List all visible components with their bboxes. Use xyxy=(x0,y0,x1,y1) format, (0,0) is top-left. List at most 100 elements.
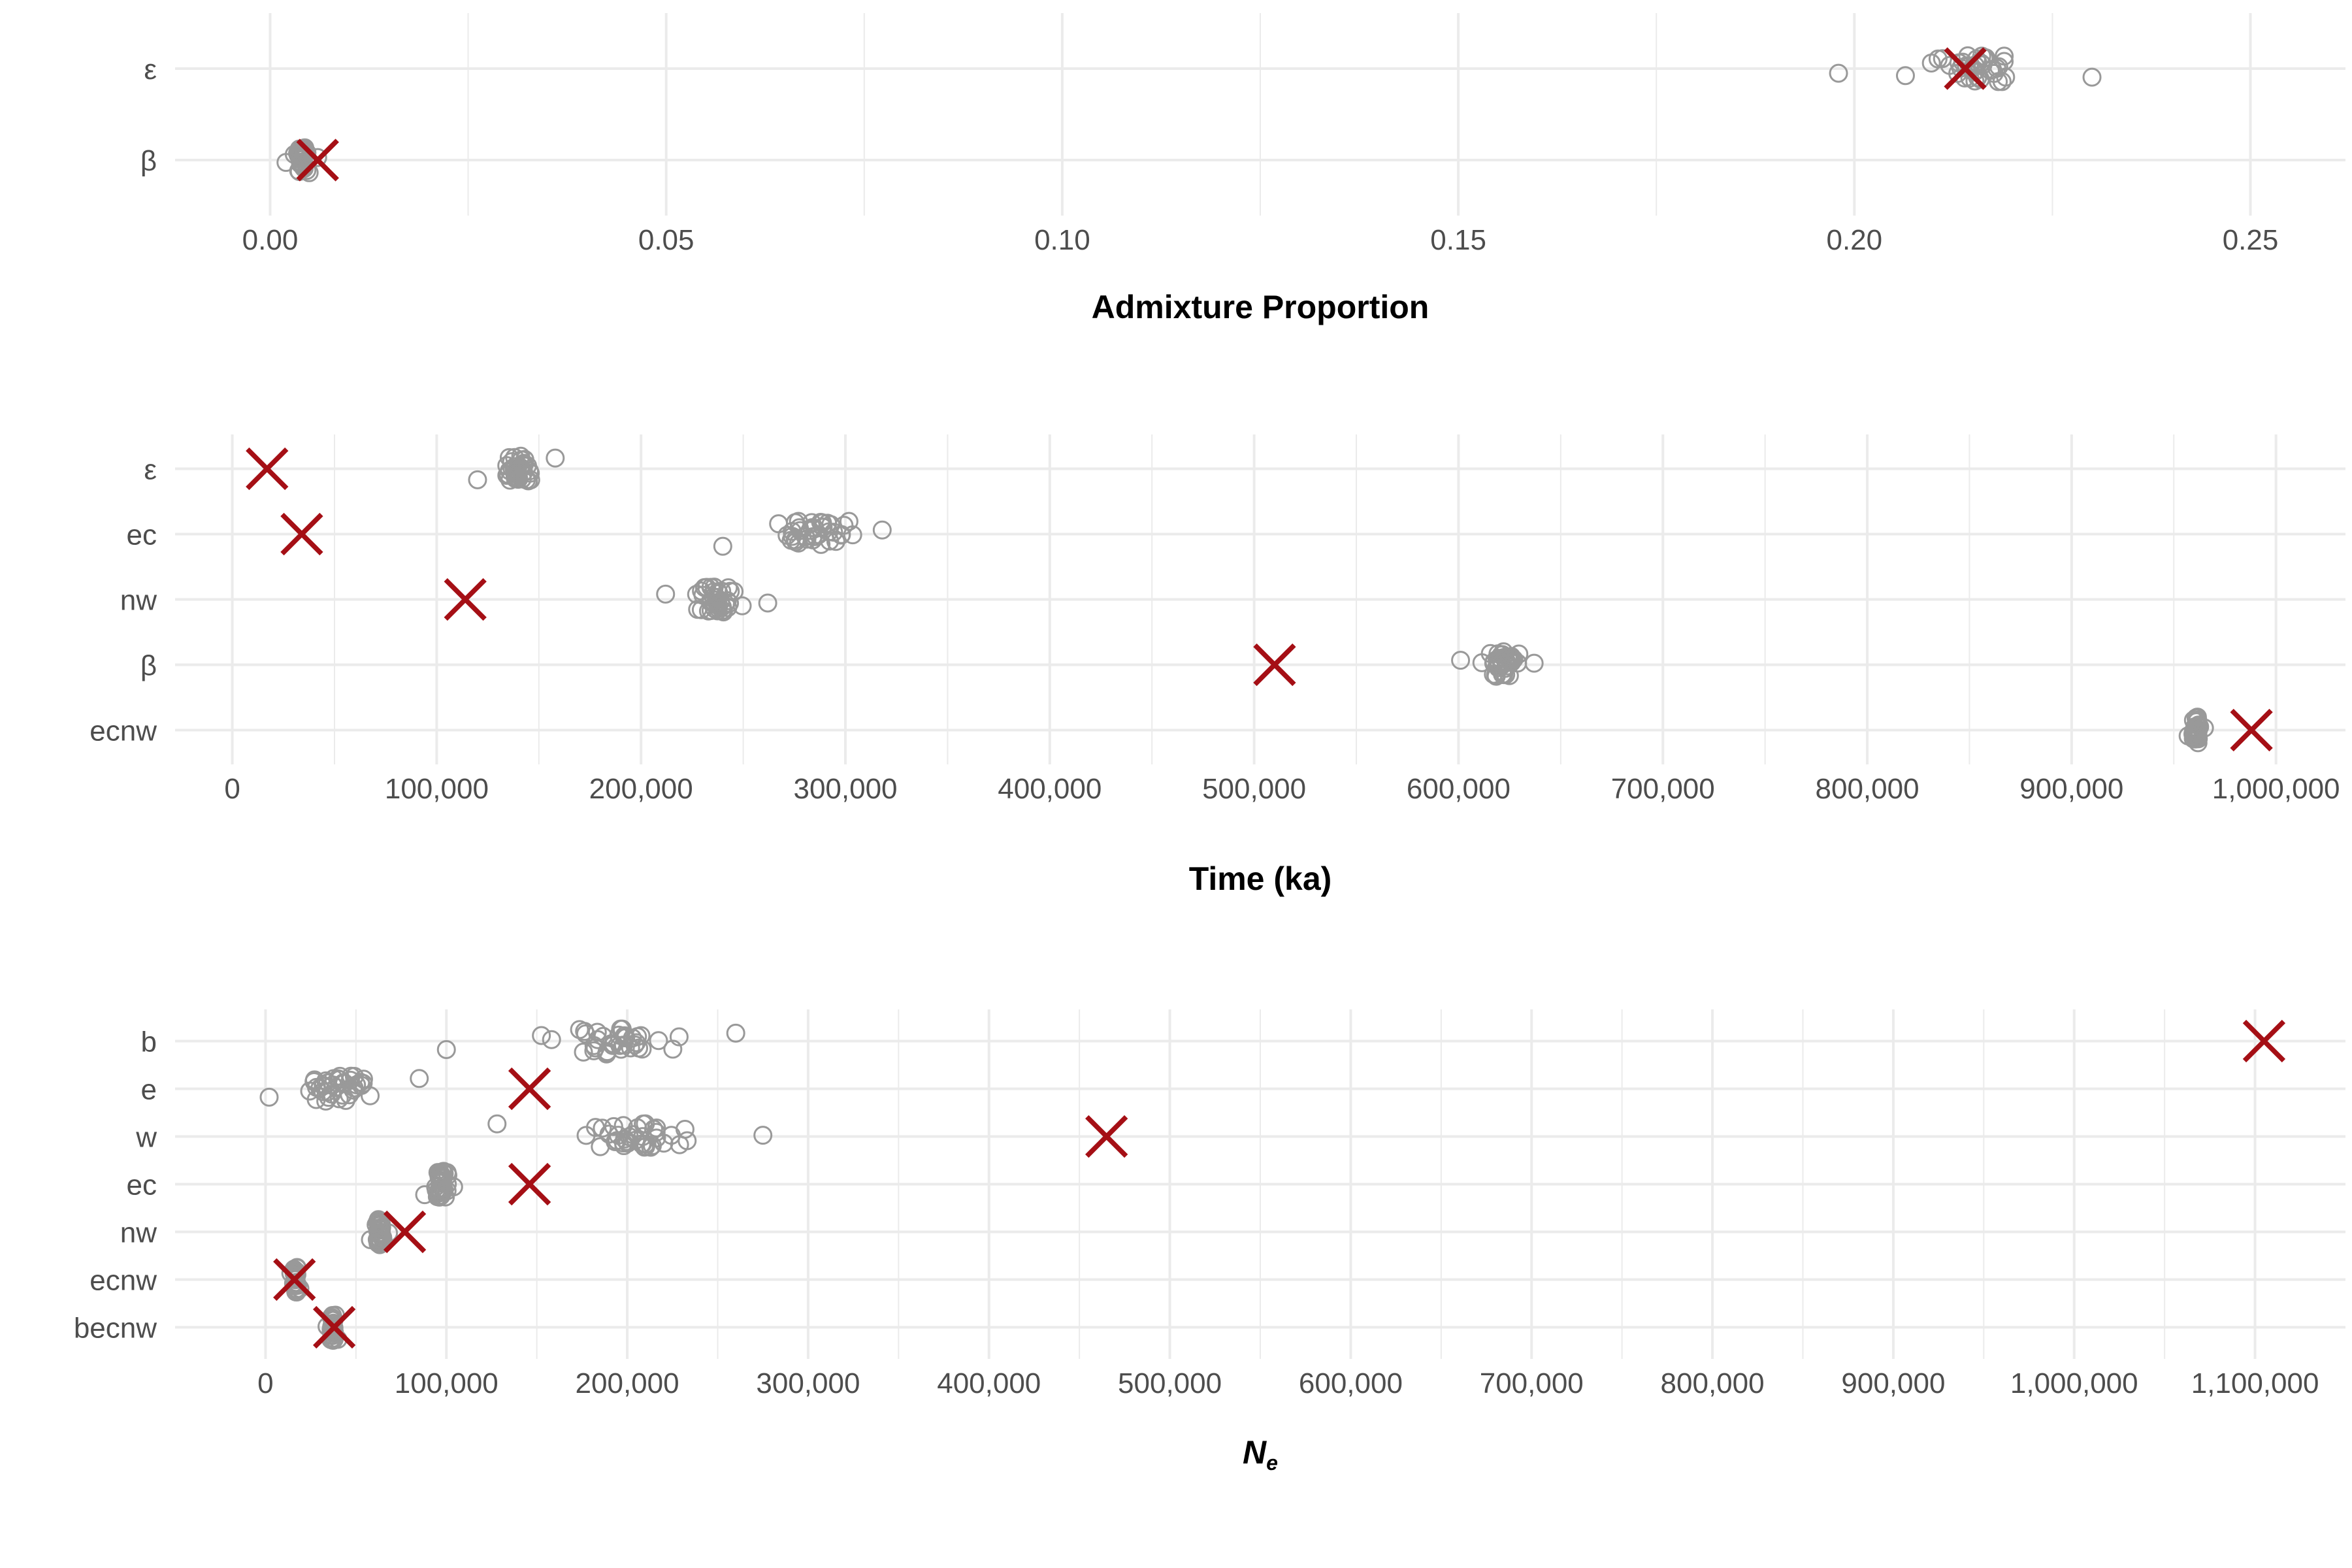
x-tick-label: 600,000 xyxy=(1407,773,1511,805)
replicates-ε xyxy=(1829,46,2102,91)
estimate-stroke xyxy=(2230,708,2273,752)
replicate-point xyxy=(832,525,851,544)
replicate-point xyxy=(649,1031,668,1051)
x-tick-label: 200,000 xyxy=(589,773,693,805)
x-tick-label: 0 xyxy=(224,773,240,805)
replicate-point xyxy=(593,1119,612,1138)
y-tick-label: ec xyxy=(127,1169,157,1201)
y-tick-label: nw xyxy=(120,1217,157,1249)
y-tick-label: ecnw xyxy=(90,715,157,747)
gridlines xyxy=(175,13,2345,216)
replicate-point xyxy=(596,1044,616,1064)
y-tick-label: β xyxy=(140,650,157,682)
x-tick-label: 300,000 xyxy=(756,1367,860,1399)
y-tick-label: ec xyxy=(127,519,157,551)
panel-admixture-proportion: 0.00 0.05 0.10 0.15 0.20 0.25 ε β Admixture Prop… xyxy=(140,13,2345,325)
replicate-point xyxy=(2187,708,2207,727)
replicate-point xyxy=(2185,725,2204,745)
replicate-point xyxy=(1895,66,1915,86)
replicate-point xyxy=(646,1122,666,1142)
estimate-marker-e xyxy=(508,1067,551,1111)
replicate-point xyxy=(587,1022,607,1042)
x-axis-title-subscript: e xyxy=(1266,1451,1278,1475)
replicate-point xyxy=(621,1038,640,1058)
replicate-point xyxy=(663,1039,683,1059)
replicate-point xyxy=(629,1038,649,1058)
x-tick-label: 500,000 xyxy=(1118,1367,1222,1399)
replicate-point xyxy=(584,1041,604,1060)
replicate-point xyxy=(726,1023,745,1043)
replicate-point xyxy=(324,1321,344,1341)
replicates-e xyxy=(259,1066,429,1111)
replicate-point xyxy=(615,1129,634,1149)
estimate-stroke xyxy=(280,512,323,556)
replicate-point xyxy=(1488,649,1507,669)
estimate-stroke xyxy=(296,139,339,182)
replicate-point xyxy=(1492,653,1512,673)
replicate-point xyxy=(678,1131,697,1151)
replicate-point xyxy=(285,1275,304,1294)
replicate-point xyxy=(344,1067,364,1086)
estimate-marker-nw xyxy=(444,578,487,621)
y-tick-label: ε xyxy=(144,454,157,486)
x-tick-label: 800,000 xyxy=(1661,1367,1765,1399)
replicate-point xyxy=(532,1026,551,1045)
x-tick-label: 0.00 xyxy=(242,224,299,256)
estimate-stroke xyxy=(2242,1019,2286,1063)
replicates-w xyxy=(487,1114,773,1157)
replicate-point xyxy=(505,466,525,486)
replicate-point xyxy=(1984,63,2004,83)
y-tick-label: β xyxy=(140,145,157,177)
panel-time: 0 100,000 200,000 300,000 400,000 500,000 600,… xyxy=(90,434,2345,897)
replicate-point xyxy=(361,1086,380,1105)
estimate-stroke xyxy=(444,578,487,621)
replicate-point xyxy=(713,536,732,556)
replicate-point xyxy=(370,1218,389,1238)
replicate-point xyxy=(826,532,845,551)
x-axis-title: Admixture Proportion xyxy=(1092,289,1429,325)
replicate-point xyxy=(505,457,525,476)
replicate-point xyxy=(656,584,676,604)
x-axis-title: Time (ka) xyxy=(1189,860,1332,897)
replicate-point xyxy=(612,1019,632,1039)
x-tick-label: 0.20 xyxy=(1826,224,1882,256)
replicate-point xyxy=(644,1119,663,1139)
replicate-point xyxy=(310,1078,330,1098)
replicate-point xyxy=(2188,727,2208,747)
estimate-marker-ecnw xyxy=(273,1258,316,1301)
x-tick-label: 900,000 xyxy=(2019,773,2123,805)
replicate-point xyxy=(1451,651,1471,670)
estimate-stroke xyxy=(1253,643,1296,687)
replicate-point xyxy=(872,520,892,540)
replicate-point xyxy=(813,513,832,532)
replicates-nw xyxy=(656,578,777,622)
estimate-stroke xyxy=(246,447,289,491)
estimate-marker-ε xyxy=(1944,47,1987,90)
replicate-point xyxy=(843,525,862,545)
replicates-ε xyxy=(468,446,565,491)
x-tick-label: 0.15 xyxy=(1430,224,1486,256)
x-tick-label: 1,000,000 xyxy=(2212,773,2340,805)
estimate-marker-ec xyxy=(280,512,323,556)
replicate-point xyxy=(1487,656,1507,676)
x-tick-label: 400,000 xyxy=(937,1367,1041,1399)
replicate-point xyxy=(1829,63,1848,83)
replicate-point xyxy=(1509,644,1529,664)
estimate-marker-b xyxy=(2242,1019,2286,1063)
estimate-stroke xyxy=(273,1258,316,1301)
replicate-point xyxy=(719,578,738,598)
y-tick-label: e xyxy=(141,1074,157,1106)
replicate-point xyxy=(1524,653,1544,673)
x-tick-label: 700,000 xyxy=(1480,1367,1584,1399)
panel-ne: 0 100,000 200,000 300,000 400,000 500,000 600,… xyxy=(74,1009,2345,1475)
estimate-stroke xyxy=(508,1067,551,1111)
replicate-point xyxy=(647,1128,666,1148)
replicates-b xyxy=(436,1019,745,1064)
x-tick-label: 500,000 xyxy=(1202,773,1306,805)
x-tick-label: 800,000 xyxy=(1816,773,1919,805)
replicate-point xyxy=(591,1137,610,1156)
replicate-point xyxy=(758,593,777,613)
replicate-point xyxy=(769,514,789,534)
x-tick-label: 200,000 xyxy=(576,1367,679,1399)
estimate-stroke xyxy=(1085,1115,1128,1158)
